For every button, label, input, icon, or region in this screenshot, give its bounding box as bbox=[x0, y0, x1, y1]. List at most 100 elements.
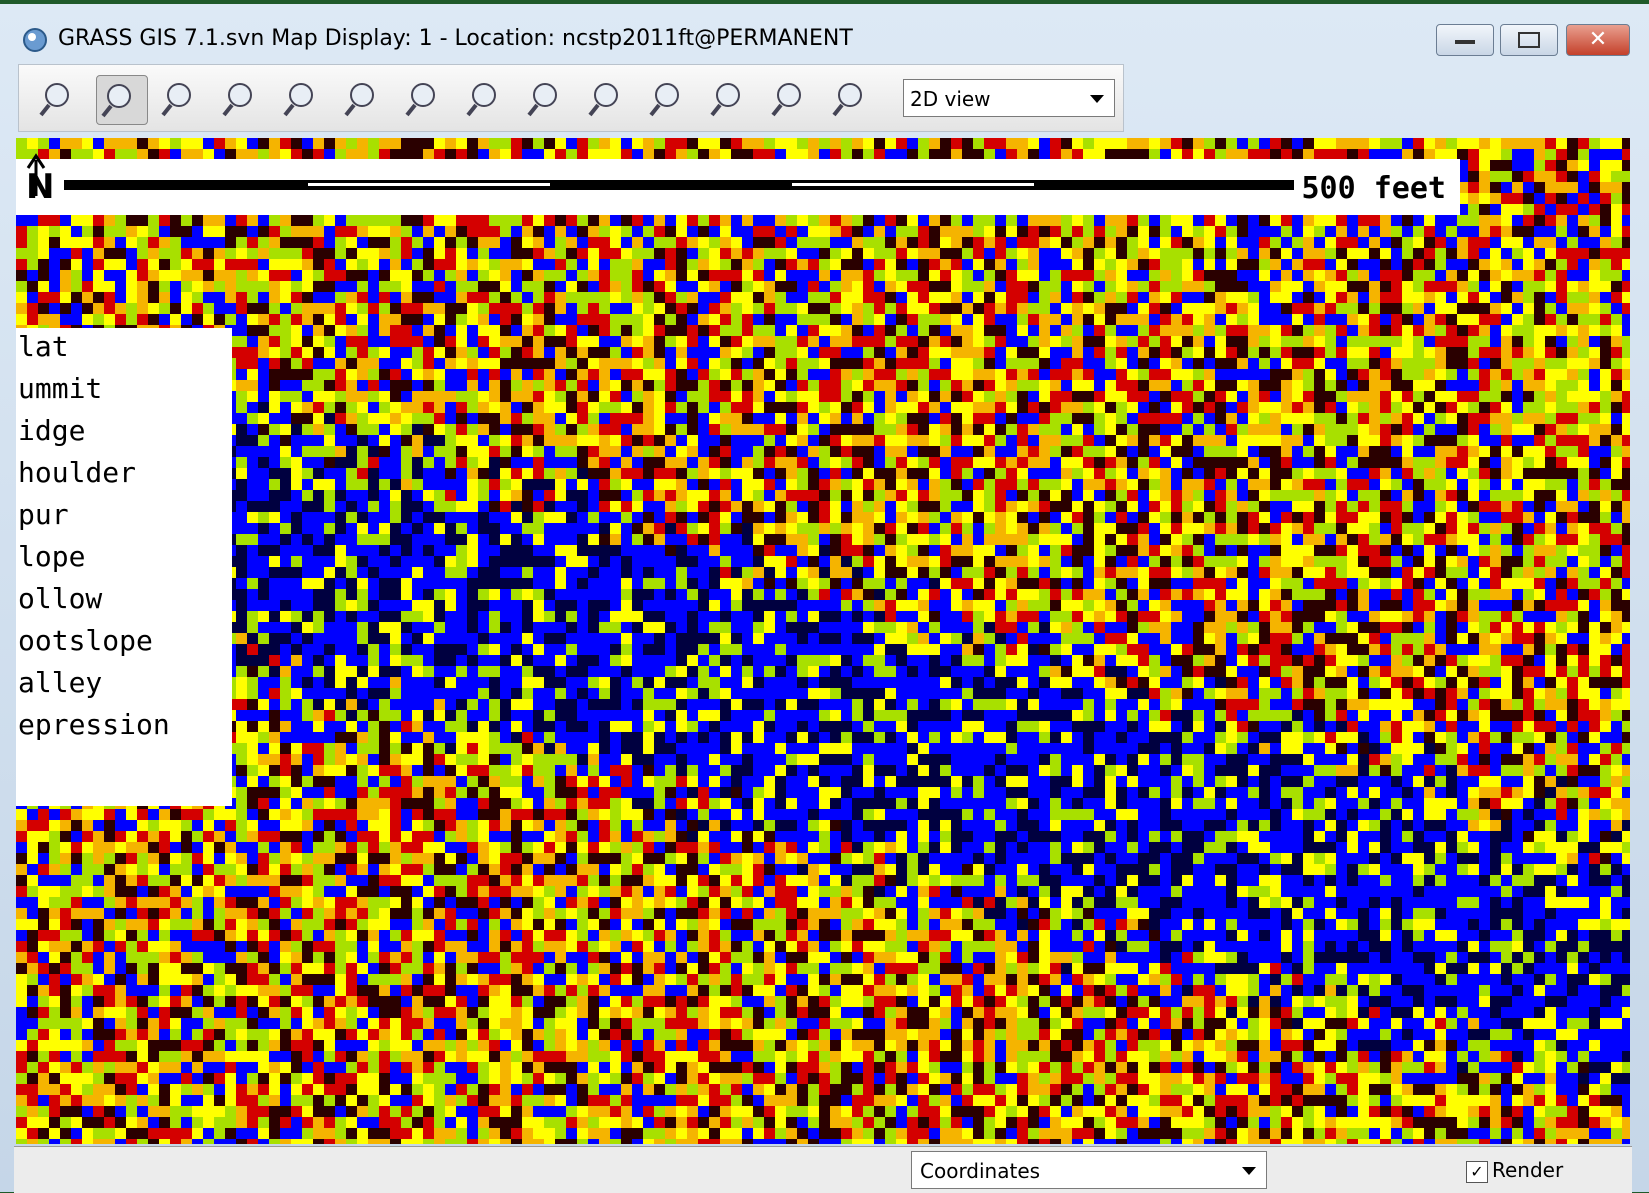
raster-cell bbox=[1380, 490, 1391, 501]
raster-cell bbox=[896, 314, 907, 325]
tool-button[interactable] bbox=[462, 75, 512, 123]
raster-cell bbox=[1567, 138, 1578, 149]
tool-button[interactable] bbox=[828, 75, 878, 123]
raster-cell bbox=[258, 226, 269, 237]
raster-cell bbox=[1512, 215, 1523, 226]
raster-cell bbox=[577, 325, 588, 336]
raster-cell bbox=[1556, 501, 1567, 512]
raster-cell bbox=[489, 248, 500, 259]
raster-cell bbox=[555, 336, 566, 347]
raster-cell bbox=[709, 226, 720, 237]
raster-cell bbox=[357, 369, 368, 380]
raster-cell bbox=[126, 237, 137, 248]
tool-button[interactable] bbox=[218, 75, 268, 123]
raster-cell bbox=[1512, 490, 1523, 501]
raster-cell bbox=[654, 347, 665, 358]
raster-cell bbox=[1028, 138, 1039, 149]
raster-cell bbox=[643, 281, 654, 292]
raster-cell bbox=[1578, 424, 1589, 435]
raster-cell bbox=[456, 413, 467, 424]
raster-cell bbox=[1149, 270, 1160, 281]
raster-cell bbox=[1292, 314, 1303, 325]
close-button[interactable]: ✕ bbox=[1566, 24, 1630, 56]
raster-cell bbox=[500, 336, 511, 347]
raster-cell bbox=[1292, 556, 1303, 567]
tool-button[interactable] bbox=[523, 75, 573, 123]
raster-cell bbox=[412, 512, 423, 523]
raster-cell bbox=[1600, 303, 1611, 314]
raster-cell bbox=[247, 336, 258, 347]
raster-cell bbox=[1105, 358, 1116, 369]
raster-cell bbox=[940, 435, 951, 446]
raster-cell bbox=[907, 215, 918, 226]
raster-cell bbox=[742, 149, 753, 160]
raster-cell bbox=[1457, 534, 1468, 545]
tool-button[interactable] bbox=[279, 75, 329, 123]
raster-cell bbox=[423, 259, 434, 270]
tool-icon bbox=[401, 75, 451, 123]
raster-cell bbox=[1424, 391, 1435, 402]
raster-cell bbox=[379, 413, 390, 424]
maximize-button[interactable] bbox=[1500, 24, 1558, 56]
tool-button[interactable] bbox=[706, 75, 756, 123]
tool-button[interactable] bbox=[35, 75, 85, 123]
raster-cell bbox=[610, 314, 621, 325]
raster-cell bbox=[852, 424, 863, 435]
raster-cell bbox=[269, 446, 280, 457]
raster-cell bbox=[786, 512, 797, 523]
raster-cell bbox=[852, 138, 863, 149]
raster-cell bbox=[258, 347, 269, 358]
raster-cell bbox=[1325, 556, 1336, 567]
raster-cell bbox=[1578, 490, 1589, 501]
raster-cell bbox=[775, 336, 786, 347]
raster-cell bbox=[1083, 347, 1094, 358]
raster-cell bbox=[753, 556, 764, 567]
raster-cell bbox=[1149, 226, 1160, 237]
tool-button[interactable] bbox=[645, 75, 695, 123]
raster-cell bbox=[1303, 347, 1314, 358]
raster-cell bbox=[1237, 534, 1248, 545]
minimize-button[interactable] bbox=[1436, 24, 1494, 56]
raster-cell bbox=[511, 347, 522, 358]
raster-cell bbox=[764, 523, 775, 534]
tool-button[interactable] bbox=[401, 75, 451, 123]
raster-cell bbox=[555, 226, 566, 237]
raster-cell bbox=[841, 325, 852, 336]
raster-cell bbox=[1391, 347, 1402, 358]
raster-cell bbox=[907, 149, 918, 160]
raster-cell bbox=[1127, 523, 1138, 534]
raster-cell bbox=[1567, 215, 1578, 226]
raster-cell bbox=[1468, 171, 1479, 182]
raster-cell bbox=[1303, 457, 1314, 468]
raster-cell bbox=[1215, 512, 1226, 523]
raster-cell bbox=[181, 270, 192, 281]
tool-button[interactable] bbox=[157, 75, 207, 123]
raster-cell bbox=[159, 314, 170, 325]
tool-button[interactable] bbox=[767, 75, 817, 123]
raster-cell bbox=[940, 391, 951, 402]
tool-button[interactable] bbox=[340, 75, 390, 123]
tool-button[interactable] bbox=[96, 75, 148, 125]
raster-cell bbox=[1600, 259, 1611, 270]
raster-cell bbox=[1567, 303, 1578, 314]
raster-cell bbox=[401, 567, 412, 578]
tool-button[interactable] bbox=[584, 75, 634, 123]
raster-cell bbox=[522, 259, 533, 270]
raster-cell bbox=[1435, 512, 1446, 523]
raster-cell bbox=[1116, 292, 1127, 303]
raster-cell bbox=[786, 468, 797, 479]
view-mode-select[interactable]: 2D view bbox=[903, 79, 1115, 117]
raster-cell bbox=[335, 325, 346, 336]
raster-cell bbox=[1039, 479, 1050, 490]
raster-cell bbox=[511, 512, 522, 523]
raster-cell bbox=[1248, 292, 1259, 303]
raster-cell bbox=[1160, 292, 1171, 303]
raster-cell bbox=[753, 281, 764, 292]
raster-cell bbox=[467, 457, 478, 468]
raster-cell bbox=[643, 501, 654, 512]
raster-cell bbox=[291, 303, 302, 314]
raster-cell bbox=[599, 259, 610, 270]
raster-cell bbox=[1105, 215, 1116, 226]
raster-cell bbox=[874, 468, 885, 479]
raster-cell bbox=[291, 358, 302, 369]
